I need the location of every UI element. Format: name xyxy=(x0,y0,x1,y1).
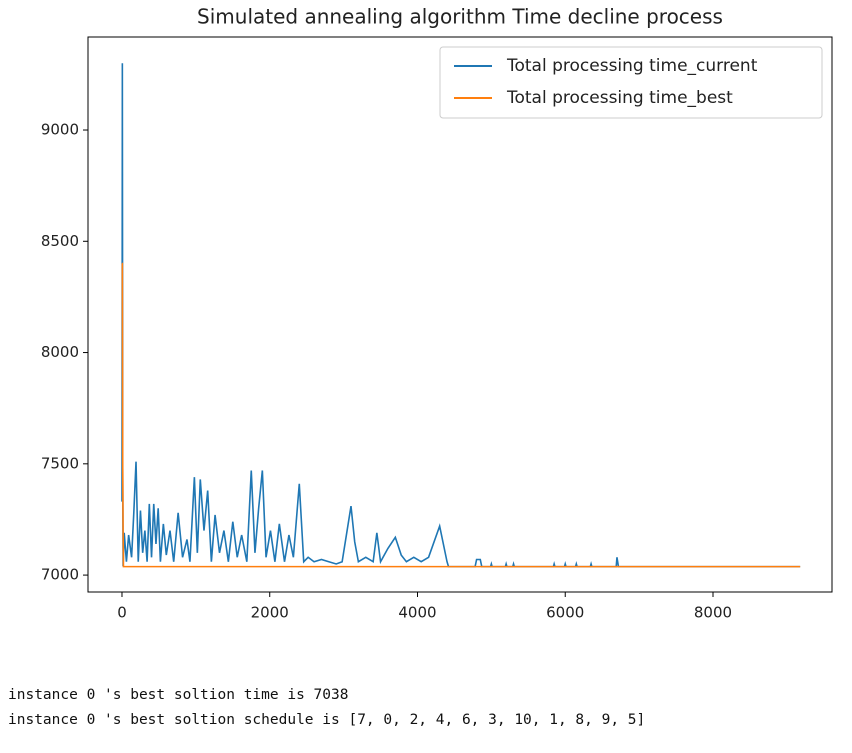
axes-frame xyxy=(87,36,833,593)
output-line: instance 0 's best soltion time is 7038 xyxy=(8,687,349,703)
y-tick-label: 7000 xyxy=(41,566,79,584)
y-tick-label: 9000 xyxy=(41,121,79,139)
series-line xyxy=(121,262,801,568)
chart-title: Simulated annealing algorithm Time decli… xyxy=(197,5,723,29)
x-tick-label: 6000 xyxy=(546,604,584,622)
x-tick-label: 0 xyxy=(117,604,127,622)
x-tick-label: 2000 xyxy=(251,604,289,622)
output-line: instance 0 's best soltion schedule is [… xyxy=(8,712,646,728)
x-tick-label: 8000 xyxy=(694,604,732,622)
y-tick-label: 7500 xyxy=(41,454,79,472)
legend-label: Total processing time_best xyxy=(506,88,733,108)
y-tick-label: 8500 xyxy=(41,232,79,250)
chart: Simulated annealing algorithm Time decli… xyxy=(41,5,833,622)
legend-label: Total processing time_current xyxy=(506,56,758,76)
series-line xyxy=(121,63,801,568)
y-tick-label: 8000 xyxy=(41,343,79,361)
x-tick-label: 4000 xyxy=(398,604,436,622)
legend-box xyxy=(439,46,823,119)
